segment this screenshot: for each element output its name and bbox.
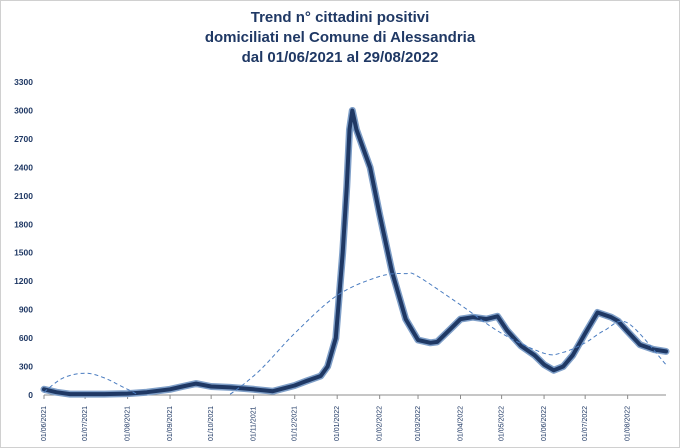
x-tick-label: 01/01/2022 <box>334 406 341 441</box>
y-tick-label: 0 <box>28 390 33 400</box>
chart-title-line-3: dal 01/06/2021 al 29/08/2022 <box>241 49 439 66</box>
y-tick-label: 300 <box>19 362 33 372</box>
series-line <box>42 108 668 397</box>
x-tick-label: 01/10/2021 <box>208 406 215 441</box>
x-tick-label: 01/04/2022 <box>457 406 464 441</box>
chart-title: Trend n° cittadini positivi domiciliati … <box>0 8 680 68</box>
trend-line <box>44 272 666 395</box>
chart-title-line-1: Trend n° cittadini positivi <box>250 9 430 26</box>
x-tick-label: 01/05/2022 <box>499 406 506 441</box>
y-tick-label: 2400 <box>14 162 33 172</box>
x-tick-label: 01/12/2021 <box>292 406 299 441</box>
chart-title-line-2: domiciliati nel Comune di Alessandria <box>204 29 476 46</box>
y-tick-label: 3000 <box>14 105 33 115</box>
x-tick-label: 01/03/2022 <box>415 406 422 441</box>
y-tick-label: 900 <box>19 305 33 315</box>
x-tick-label: 01/06/2022 <box>541 406 548 441</box>
x-tick-label: 01/06/2021 <box>41 406 48 441</box>
x-tick-label: 01/07/2022 <box>582 406 589 441</box>
y-tick-label: 600 <box>19 333 33 343</box>
y-tick-label: 1200 <box>14 276 33 286</box>
x-tick-label: 01/08/2022 <box>625 406 632 441</box>
y-tick-label: 1800 <box>14 219 33 229</box>
x-tick-label: 01/07/2021 <box>82 406 89 441</box>
x-tick-label: 01/09/2021 <box>167 406 174 441</box>
x-tick-label: 01/11/2021 <box>251 406 258 441</box>
y-tick-label: 2100 <box>14 191 33 201</box>
x-tick-label: 01/02/2022 <box>377 406 384 441</box>
y-tick-label: 3300 <box>14 77 33 87</box>
y-tick-label: 1500 <box>14 248 33 258</box>
y-tick-label: 2700 <box>14 134 33 144</box>
x-tick-label: 01/08/2021 <box>125 406 132 441</box>
